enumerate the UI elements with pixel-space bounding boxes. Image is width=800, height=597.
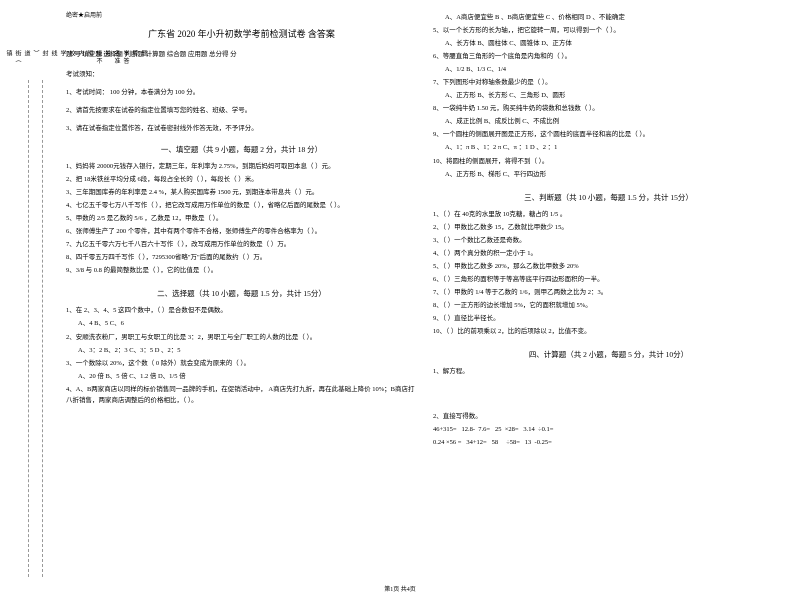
margin-label: 题: [139, 50, 148, 64]
calc-row: 46+315= 12.8- 7.6= 25 ×28= 3.14 ÷0.1=: [433, 424, 784, 435]
margin-label: 镇: [4, 50, 13, 64]
margin-label: 道: [22, 50, 31, 64]
calc-cell: ÷58=: [506, 439, 520, 446]
calc-cell: ÷0.1=: [538, 426, 553, 433]
q-line: 7、九亿五千零六万七千八百六十写作（ ），改写成用万作单位的数是（ ）万。: [66, 239, 417, 250]
calc-cell: 13: [525, 439, 532, 446]
q-line: 2、安顺洗衣粉厂，男职工与女职工的比是 3：2，男职工与全厂职工的人数的比是（ …: [66, 332, 417, 343]
calc-cell: 3.14: [523, 426, 534, 433]
q-line: 3、（ ）一个数比乙数还是奇数。: [433, 235, 784, 246]
calc-lead: 1、解方程。: [433, 366, 784, 377]
q-line: 9、3/8 与 0.8 的最简整数比是（ ），它的比值是（ ）。: [66, 265, 417, 276]
margin-label: ）: [31, 50, 40, 64]
calc-cell: -0.25=: [535, 439, 552, 446]
q-opts: A、4 B、5 C、6: [78, 318, 417, 329]
instruction-line: 2、请首先按要求在试卷的指定位置填写您的姓名、班级、学号。: [66, 104, 417, 114]
q-line: 6、（ ）三角形的面积等于等高等底平行四边形面积的一半。: [433, 274, 784, 285]
q-line: 3、三年期国库券的年利率是 2.4 %，某人购买国库券 1500 元，到期连本带…: [66, 187, 417, 198]
calc-row: 0.24 ×56 = 34+12= 58 ÷58= 13 -0.25=: [433, 437, 784, 448]
q-line: 1、（ ）在 40克的水里放 10克糖，糖占的 1/5 。: [433, 209, 784, 220]
q-opts: A、长方体 B、圆柱体 C、圆锥体 D、正方体: [445, 38, 784, 49]
q-line: 10、（ ）比的前项乘以 2，比的后项除以 2，比值不变。: [433, 326, 784, 337]
left-column: 绝密★启用前 广东省 2020 年小升初数学考前检测试卷 含答案 题 号 填空题…: [58, 10, 425, 577]
calc-cell: 46+315=: [433, 426, 457, 433]
margin-label: 内: [76, 50, 85, 64]
q-line: 9、一个圆柱的侧面展开图是正方形，这个圆柱的底面半径和高的比是（ ）。: [433, 129, 784, 140]
margin-label: 学: [58, 50, 67, 64]
margin-label: 线: [49, 50, 58, 64]
q-line: 6、等腰直角三角形的一个底角是内角和的（ ）。: [433, 51, 784, 62]
margin-label: 封: [40, 50, 49, 64]
q-line: 9、（ ）直径比半径长。: [433, 313, 784, 324]
q-line: 3、一个数除以 20%，这个数（ 0 除外）就会变成为原来的（ ）。: [66, 358, 417, 369]
section1-title: 一、填空题（共 9 小题，每题 2 分，共计 18 分）: [66, 144, 417, 155]
calc-cell: 12.8-: [461, 426, 475, 433]
q-line: 2、（ ）甲数比乙数多 15，乙数就比甲数少 15。: [433, 222, 784, 233]
q-opts: A、成正比例 B、成反比例 C、不成比例: [445, 116, 784, 127]
instruction-line: 3、请在试卷指定位置作答，在试卷密封线外作答无效，不予评分。: [66, 122, 417, 132]
calc-cell: 34+12=: [466, 439, 486, 446]
margin-label: 街（: [13, 50, 22, 64]
q-line: 5、以一个长方形的长为轴，，把它旋转一周，可以得到一个（ ）。: [433, 25, 784, 36]
q-line: 4、A、B两家商店以同样的标价销售同一品牌的手机，在促销活动中， A商店先打九折…: [66, 384, 417, 406]
q-line: 4、七亿五千零七万八千写作（ ），把它改写成用万作单位的数是（ ），省略亿后面的…: [66, 200, 417, 211]
q-line: 1、妈妈将 20000元钱存入银行，定期三年，年利率为 2.75%，到期后妈妈可…: [66, 161, 417, 172]
q-line: 6、张师傅生产了 200 个零件，其中有两个零件不合格，张师傅生产的零件合格率为…: [66, 226, 417, 237]
main-content: 绝密★启用前 广东省 2020 年小升初数学考前检测试卷 含答案 题 号 填空题…: [50, 0, 800, 597]
q-line: 1、在 2、3、4、5 这四个数中，（ ）是合数但不是偶数。: [66, 305, 417, 316]
margin-labels: 题 号 学 答 名 准 姓 级 不 班 内 校 学 线 封 ） 道 街（ 镇: [4, 20, 148, 94]
calc-lead2: 2、直接写得数。: [433, 411, 784, 422]
q-line: 2、把 18米铁丝平均分成 6段，每段占全长的（ ），每段长（ ）米。: [66, 174, 417, 185]
calc-cell: ×28=: [505, 426, 519, 433]
left-margin: 题 号 学 答 名 准 姓 级 不 班 内 校 学 线 封 ） 道 街（ 镇: [0, 0, 50, 597]
section4-title: 四、计算题（共 2 小题，每题 5 分，共计 10分）: [433, 349, 784, 360]
q-line: 5、（ ）甲数比乙数多 20%，那么乙数比甲数多 20%: [433, 261, 784, 272]
q-line: 10、将圆柱的侧面展开，将得不到（ ）。: [433, 156, 784, 167]
q-line: 8、四千零五万四千写作（ ），7295300省略"万"后面的尾数约（ ）万。: [66, 252, 417, 263]
right-column: A、A商店便宜些 B 、B商店便宜些 C 、价格相同 D 、不能确定 5、以一个…: [425, 10, 792, 577]
section3-title: 三、判断题（共 10 小题，每题 1.5 分，共计 15分）: [433, 192, 784, 203]
q-opts: A、正方形 B、长方形 C、三角形 D、圆形: [445, 90, 784, 101]
q-line: 7、（ ）甲数的 1/4 等于乙数的 1/6，则甲乙两数之比为 2：3。: [433, 287, 784, 298]
q-opts: A、A商店便宜些 B 、B商店便宜些 C 、价格相同 D 、不能确定: [445, 12, 784, 23]
section2-title: 二、选择题（共 10 小题，每题 1.5 分，共计 15分）: [66, 288, 417, 299]
q-line: 8、（ ）一正方形的边长增加 5%，它的面积就增加 5%。: [433, 300, 784, 311]
q-opts: A、正方形 B、梯形 C、平行四边形: [445, 169, 784, 180]
margin-label: 级 不: [94, 50, 103, 64]
margin-label: 号: [130, 50, 139, 64]
calc-cell: 25: [495, 426, 502, 433]
margin-label: 校: [67, 50, 76, 64]
q-line: 5、甲数的 2/5 是乙数的 5/6 ，乙数是 12，甲数是（ ）。: [66, 213, 417, 224]
margin-label: 姓: [103, 50, 112, 64]
margin-label: 名 准: [112, 50, 121, 64]
binding-dashed-line-2: [28, 80, 29, 577]
margin-label: 班: [85, 50, 94, 64]
page-footer: 第1页 共4页: [0, 584, 800, 593]
q-line: 7、下列图形中对称轴条数最少的是（ ）。: [433, 77, 784, 88]
q-opts: A、1：π B 、1：2 π C、π ：1 D 、2 ：1: [445, 142, 784, 153]
calc-cell: 7.6=: [478, 426, 490, 433]
q-opts: A、20 倍 B、5 倍 C、1.2 倍 D、1/5 倍: [78, 371, 417, 382]
q-line: 8、一袋纯牛奶 1.50 元，购买纯牛奶的袋数和总钱数（ ）。: [433, 103, 784, 114]
binding-dashed-line: [42, 80, 43, 577]
q-opts: A、1/2 B、1/3 C、1/4: [445, 64, 784, 75]
calc-cell: 58: [492, 439, 499, 446]
calc-cell: 0.24 ×56 =: [433, 439, 461, 446]
margin-label: 学 答: [121, 50, 130, 64]
q-opts: A、3：2 B、2：3 C、3：5 D 、2：5: [78, 345, 417, 356]
q-line: 4、（ ）两个真分数的积一定小于 1。: [433, 248, 784, 259]
secret-label: 绝密★启用前: [66, 10, 417, 19]
